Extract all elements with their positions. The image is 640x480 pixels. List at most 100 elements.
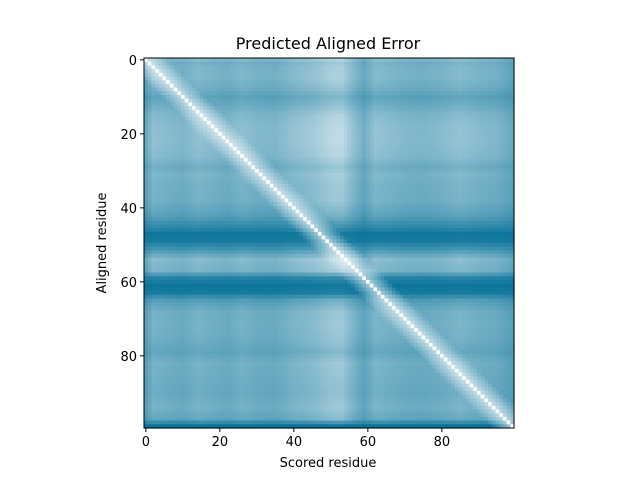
heatmap-cell: [306, 113, 312, 118]
heatmap-cell: [358, 106, 363, 111]
heatmap-cell: [425, 172, 430, 177]
heatmap-cell: [169, 154, 175, 159]
heatmap-cell: [277, 117, 282, 122]
heatmap-cell: [358, 117, 363, 122]
heatmap-cell: [214, 239, 219, 244]
heatmap-cell: [144, 117, 149, 122]
heatmap-cell: [229, 176, 234, 181]
heatmap-cell: [292, 220, 297, 226]
heatmap-cell: [351, 65, 356, 70]
heatmap-cell: [277, 95, 282, 100]
heatmap-cell: [303, 98, 308, 103]
heatmap-cell: [273, 128, 278, 133]
heatmap-cell: [240, 220, 245, 226]
heatmap-cell: [184, 239, 189, 244]
heatmap-cell: [177, 194, 182, 200]
heatmap-cell: [406, 117, 411, 122]
heatmap-cell: [388, 61, 393, 66]
heatmap-cell: [273, 154, 278, 159]
heatmap-cell: [380, 98, 386, 103]
heatmap-cell: [173, 194, 178, 200]
heatmap-cell: [377, 91, 382, 96]
heatmap-cell: [218, 224, 223, 229]
heatmap-cell: [436, 87, 441, 92]
heatmap-cell: [306, 135, 312, 140]
heatmap-cell: [391, 224, 397, 229]
heatmap-cell: [491, 65, 497, 70]
heatmap-cell: [214, 217, 219, 222]
heatmap-cell: [506, 83, 511, 89]
heatmap-cell: [447, 154, 452, 159]
heatmap-cell: [462, 169, 467, 174]
heatmap-cell: [499, 65, 504, 70]
heatmap-cell: [377, 61, 382, 66]
heatmap-cell: [417, 165, 423, 170]
heatmap-cell: [454, 202, 460, 207]
heatmap-cell: [240, 217, 245, 222]
heatmap-cell: [317, 113, 323, 118]
heatmap-cell: [484, 102, 489, 107]
heatmap-cell: [377, 224, 382, 229]
heatmap-cell: [258, 132, 263, 137]
heatmap-cell: [192, 72, 197, 78]
heatmap-cell: [499, 102, 504, 107]
heatmap-cell: [462, 224, 467, 229]
heatmap-cell: [414, 183, 419, 189]
heatmap-cell: [221, 58, 226, 63]
heatmap-cell: [384, 98, 389, 103]
heatmap-cell: [377, 106, 382, 111]
heatmap-cell: [332, 187, 337, 192]
heatmap-cell: [299, 183, 304, 189]
heatmap-cell: [295, 198, 300, 203]
heatmap-cell: [436, 120, 441, 126]
heatmap-cell: [181, 61, 186, 66]
heatmap-cell: [447, 228, 452, 233]
heatmap-cell: [277, 150, 282, 155]
heatmap-cell: [199, 183, 204, 189]
heatmap-cell: [325, 72, 330, 78]
heatmap-cell: [206, 98, 212, 103]
heatmap-cell: [502, 98, 508, 103]
heatmap-cell: [410, 150, 415, 155]
heatmap-cell: [247, 72, 252, 78]
heatmap-cell: [232, 135, 238, 140]
heatmap-cell: [399, 157, 404, 163]
heatmap-cell: [236, 106, 241, 111]
heatmap-cell: [314, 172, 319, 177]
heatmap-cell: [499, 209, 504, 214]
heatmap-cell: [284, 106, 289, 111]
heatmap-cell: [258, 135, 263, 140]
heatmap-cell: [440, 87, 445, 92]
heatmap-cell: [369, 169, 374, 174]
heatmap-cell: [336, 120, 341, 126]
heatmap-cell: [251, 143, 256, 148]
heatmap-cell: [181, 117, 186, 122]
heatmap-cell: [158, 120, 164, 126]
heatmap-cell: [480, 98, 485, 103]
heatmap-cell: [373, 120, 378, 126]
heatmap-cell: [184, 220, 189, 226]
heatmap-cell: [336, 157, 341, 163]
heatmap-cell: [465, 109, 471, 115]
heatmap-cell: [314, 98, 319, 103]
heatmap-cell: [432, 191, 437, 196]
heatmap-cell: [169, 198, 175, 203]
heatmap-cell: [469, 198, 474, 203]
heatmap-cell: [214, 117, 219, 122]
heatmap-cell: [173, 135, 178, 140]
heatmap-cell: [462, 113, 467, 118]
heatmap-cell: [195, 169, 201, 174]
heatmap-cell: [451, 217, 456, 222]
heatmap-cell: [332, 191, 337, 196]
heatmap-cell: [247, 139, 252, 144]
heatmap-cell: [432, 117, 437, 122]
heatmap-cell: [499, 187, 504, 192]
heatmap-cell: [436, 65, 441, 70]
heatmap-cell: [414, 209, 419, 214]
heatmap-cell: [425, 83, 430, 89]
heatmap-cell: [292, 239, 297, 244]
heatmap-cell: [436, 157, 441, 163]
heatmap-cell: [369, 132, 374, 137]
heatmap-cell: [358, 183, 363, 189]
heatmap-cell: [303, 231, 308, 237]
